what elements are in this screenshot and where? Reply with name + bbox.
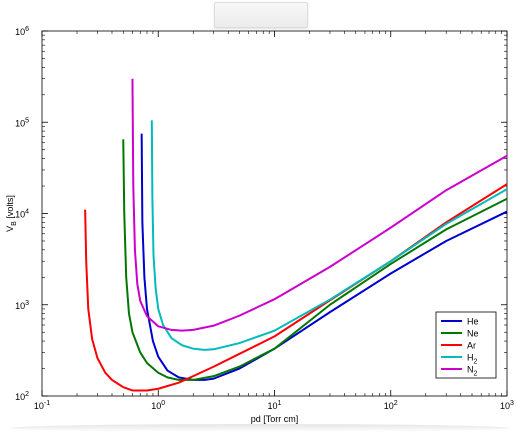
plot-area xyxy=(41,30,508,397)
x-tick-label: 102 xyxy=(384,400,398,411)
y-axis-label: VB [volts] xyxy=(5,195,18,232)
series-line-n2 xyxy=(131,78,508,332)
y-tick-label: 103 xyxy=(15,300,29,311)
x-axis-label: pd [Torr cm] xyxy=(251,414,299,424)
legend-label-he: He xyxy=(467,317,479,327)
legend-label-ne: Ne xyxy=(467,329,479,339)
series-line-ar xyxy=(84,183,508,392)
x-tick-label: 100 xyxy=(151,400,165,411)
page-shadow xyxy=(10,424,510,432)
y-tick-label: 105 xyxy=(15,117,29,128)
y-tick-label: 106 xyxy=(15,26,29,37)
x-tick-label: 10-1 xyxy=(34,400,50,411)
series-line-ne xyxy=(122,139,508,381)
y-tick-label: 104 xyxy=(15,209,29,220)
series-line-h2 xyxy=(150,120,508,351)
tape-decoration xyxy=(214,2,308,28)
x-tick-label: 101 xyxy=(268,400,282,411)
y-tick-label: 102 xyxy=(15,391,29,402)
legend-label-n2: N2 xyxy=(467,365,478,378)
legend-label-ar: Ar xyxy=(467,341,476,351)
legend-label-h2: H2 xyxy=(467,353,478,366)
x-tick-label: 103 xyxy=(500,400,514,411)
